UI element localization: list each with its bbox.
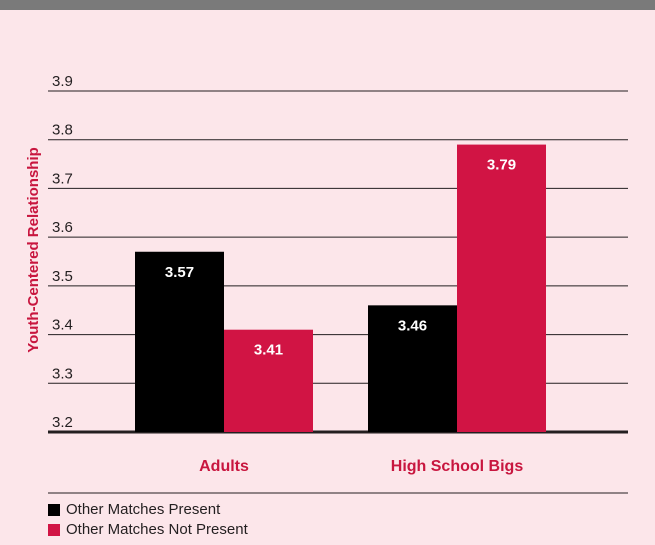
y-axis-label: Youth-Centered Relationship <box>25 147 42 353</box>
y-tick-label: 3.8 <box>52 122 73 139</box>
legend-label: Other Matches Not Present <box>66 521 248 538</box>
y-tick-label: 3.7 <box>52 170 73 187</box>
bar <box>368 305 457 432</box>
legend-swatch <box>48 524 60 536</box>
y-tick-label: 3.6 <box>52 219 73 236</box>
legend-swatch <box>48 504 60 516</box>
legend-item: Other Matches Not Present <box>48 520 248 540</box>
y-tick-label: 3.3 <box>52 365 73 382</box>
y-tick-label: 3.2 <box>52 414 73 431</box>
legend: Other Matches Present Other Matches Not P… <box>48 500 248 540</box>
top-band <box>0 0 655 10</box>
bar <box>457 144 546 433</box>
bar-value-label: 3.57 <box>165 264 194 281</box>
bar <box>135 251 224 432</box>
category-label: High School Bigs <box>391 458 524 475</box>
bar-value-label: 3.79 <box>487 157 516 174</box>
y-tick-label: 3.5 <box>52 268 73 285</box>
y-tick-label: 3.9 <box>52 73 73 90</box>
category-label: Adults <box>199 458 249 475</box>
legend-item: Other Matches Present <box>48 500 248 520</box>
bar <box>224 329 313 432</box>
legend-label: Other Matches Present <box>66 501 221 518</box>
bar-value-label: 3.46 <box>398 317 427 334</box>
bar-value-label: 3.41 <box>254 342 283 359</box>
y-tick-label: 3.4 <box>52 317 73 334</box>
